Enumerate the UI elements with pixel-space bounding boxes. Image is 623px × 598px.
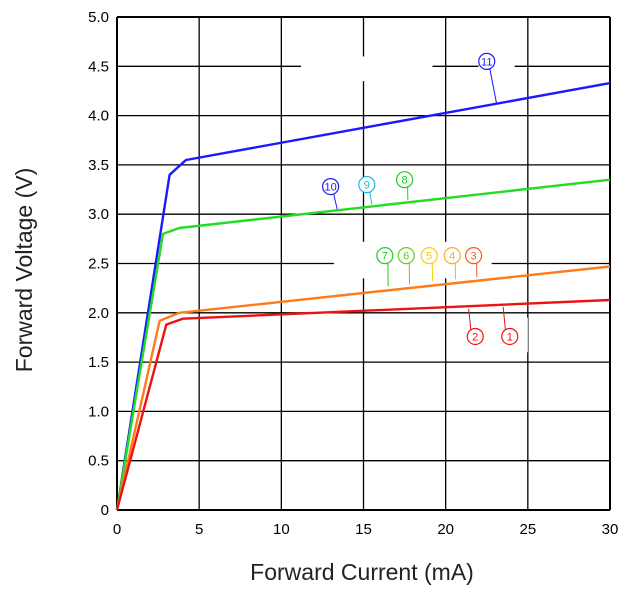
marker-leader-line [369,191,373,205]
tick-labels: 0 5 10 15 20 25 3000.51.01.52.02.53.03.54.04.5… [88,9,618,538]
x-axis-title: Forward Current (mA) [250,559,474,585]
y-tick-label: 2.0 [88,305,109,322]
series-line-4 [115,298,611,511]
y-tick-label: 1.5 [88,354,109,371]
marker-circle [397,247,415,265]
marker-circle [501,327,519,346]
marker-label: 8 [402,175,408,187]
x-tick-label: 0 [113,521,121,538]
marker-circle [395,171,414,189]
marker-circle [465,247,483,265]
marker-label: 1 [507,331,513,343]
y-tick-label: 2.5 [88,256,109,273]
y-tick-label: 3.0 [88,206,109,223]
marker-circle [443,247,461,265]
marker-circle [322,177,340,196]
y-tick-label: 0 [101,502,109,519]
marker-circle [478,52,496,70]
y-tick-label: 0.5 [88,453,109,470]
series-line-1 [115,81,611,511]
series-line-2 [115,178,611,511]
y-axis-title: Forward Voltage (V) [11,168,37,373]
marker-label: 6 [403,251,409,263]
grid [116,16,611,511]
marker-leader-line [489,68,498,104]
marker-circle [466,327,484,346]
y-tick-label: 4.0 [88,108,109,125]
y-tick-label: 1.0 [88,403,109,420]
x-tick-label: 30 [602,521,619,538]
y-tick-label: 4.5 [88,58,109,75]
series-markers: 11 10 9 8 7 6 5 4 3 2 1 [322,52,519,346]
marker-leader-line [333,193,338,210]
x-tick-label: 5 [195,521,203,538]
marker-label: 2 [472,331,478,343]
marker-label: 3 [471,251,477,263]
marker-label: 9 [364,180,370,192]
marker-circle [358,176,376,194]
y-tick-label: 3.5 [88,157,109,174]
marker-label: 5 [426,251,432,263]
marker-label: 7 [382,251,388,263]
x-tick-label: 10 [273,521,290,538]
marker-label: 4 [449,251,455,263]
x-tick-label: 15 [355,521,372,538]
x-tick-label: 20 [437,521,454,538]
marker-label: 11 [481,56,492,68]
series-line-3 [115,265,611,511]
marker-circle [376,247,394,265]
label-backdrop [301,56,433,82]
y-tick-label: 5.0 [88,9,109,26]
marker-label: 10 [325,182,337,194]
x-tick-label: 25 [519,521,536,538]
marker-circle [420,247,438,265]
series-lines [115,81,611,511]
